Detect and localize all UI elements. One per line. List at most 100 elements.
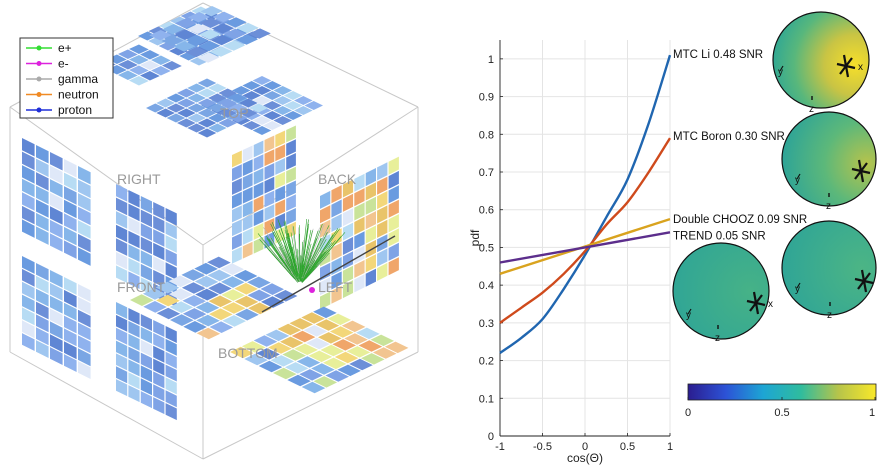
- detector-cell: [243, 228, 253, 245]
- y-tick-label: 0.4: [479, 280, 494, 292]
- legend-marker: [37, 92, 42, 97]
- detector-cell: [265, 149, 275, 166]
- legend-marker: [37, 77, 42, 82]
- detector-cell: [265, 204, 275, 221]
- detector-cell: [286, 181, 296, 198]
- face-label-front: FRONT: [117, 279, 166, 295]
- series-label: Double CHOOZ 0.09 SNR: [673, 214, 807, 226]
- legend-label: proton: [58, 103, 92, 117]
- detector-cell: [286, 208, 296, 225]
- detector-cell: [275, 172, 285, 189]
- detector-cell: [243, 173, 253, 190]
- series-label: MTC Li 0.48 SNR: [673, 49, 763, 61]
- colorbar: 0 0.5 1: [685, 384, 876, 419]
- interaction-vertex: [309, 287, 315, 293]
- detector-cell: [275, 213, 285, 230]
- detector-cell: [254, 182, 264, 199]
- detector-cell: [286, 139, 296, 156]
- face-label-right: RIGHT: [117, 171, 161, 187]
- detector-cell: [254, 141, 264, 158]
- y-tick-label: 0.3: [479, 318, 494, 330]
- x-tick-label: -1: [495, 441, 505, 453]
- axis-label-z: z: [827, 310, 832, 321]
- legend-marker: [37, 108, 42, 113]
- detector-cell: [265, 191, 275, 208]
- detector-panel: [232, 126, 296, 264]
- detector-cell: [275, 131, 285, 148]
- detector-cell: [243, 187, 253, 204]
- detector-cell: [254, 154, 264, 171]
- detector-cell: [254, 196, 264, 213]
- sphere-disc: [782, 221, 876, 315]
- detector-cell: [232, 151, 242, 168]
- colorbar-tick-label: 0: [685, 407, 691, 419]
- detector-cell: [232, 164, 242, 181]
- detector-cell: [243, 146, 253, 163]
- y-tick-label: 0.6: [479, 205, 494, 217]
- detector-cell: [286, 167, 296, 184]
- detector-cell: [232, 192, 242, 209]
- legend-label: e-: [58, 57, 69, 71]
- legend-label: gamma: [58, 72, 98, 86]
- x-tick-label: 1: [667, 441, 673, 453]
- axis-label-z: z: [715, 333, 720, 344]
- orientation-sphere: yz: [782, 221, 876, 321]
- detector-cell: [286, 153, 296, 170]
- legend-label: e+: [58, 41, 72, 55]
- orientation-sphere: xyz: [773, 12, 869, 115]
- orientation-sphere: yz: [782, 112, 876, 212]
- detector-panel: [149, 6, 270, 63]
- face-label-bottom: BOTTOM: [218, 345, 278, 361]
- series-label: MTC Boron 0.30 SNR: [673, 131, 785, 143]
- detector-cell: [275, 158, 285, 175]
- axis-label-y: y: [795, 175, 800, 186]
- x-axis-label: cos(Θ): [567, 451, 603, 465]
- y-tick-label: 0: [488, 431, 494, 443]
- legend-marker: [37, 46, 42, 51]
- detector-cell: [265, 163, 275, 180]
- colorbar-tick-label: 1: [869, 407, 875, 419]
- series-label: TREND 0.05 SNR: [673, 230, 766, 242]
- sphere-disc: [773, 12, 869, 108]
- y-axis-label: pdf: [468, 229, 482, 246]
- y-tick-label: 0.7: [479, 167, 494, 179]
- detector-cell: [286, 126, 296, 143]
- detector-cell: [286, 194, 296, 211]
- x-tick-label: -0.5: [533, 441, 552, 453]
- y-tick-label: 1: [488, 54, 494, 66]
- cube-edge: [203, 352, 418, 459]
- detector-cell: [232, 233, 242, 250]
- detector-cell: [265, 136, 275, 153]
- y-tick-label: 0.2: [479, 356, 494, 368]
- axis-label-y: y: [686, 310, 691, 321]
- detector-cell: [243, 242, 253, 259]
- sphere-disc: [673, 243, 769, 339]
- detector-cell: [275, 186, 285, 203]
- detector-cell: [232, 219, 242, 236]
- detector-cell: [275, 144, 285, 161]
- detector-cell: [243, 159, 253, 176]
- face-label-left: LEFT: [318, 279, 353, 295]
- y-tick-label: 0.9: [479, 92, 494, 104]
- detector-cell: [232, 178, 242, 195]
- axis-label-z: z: [826, 201, 831, 212]
- axis-label-z: z: [809, 104, 814, 115]
- orientation-sphere: x y z: [673, 243, 773, 344]
- detector-cell: [265, 177, 275, 194]
- y-tick-label: 0.1: [479, 393, 494, 405]
- detector-cell: [232, 247, 242, 264]
- face-label-top: TOP: [220, 105, 249, 121]
- detector-cell: [254, 168, 264, 185]
- axis-label-x: x: [768, 299, 773, 310]
- legend-marker: [37, 61, 42, 66]
- face-label-back: BACK: [318, 171, 357, 187]
- axis-label-y: y: [795, 284, 800, 295]
- sphere-disc: [782, 112, 876, 206]
- x-tick-label: 0.5: [620, 441, 635, 453]
- detector-panel: [22, 256, 91, 379]
- detector-cell: [243, 214, 253, 231]
